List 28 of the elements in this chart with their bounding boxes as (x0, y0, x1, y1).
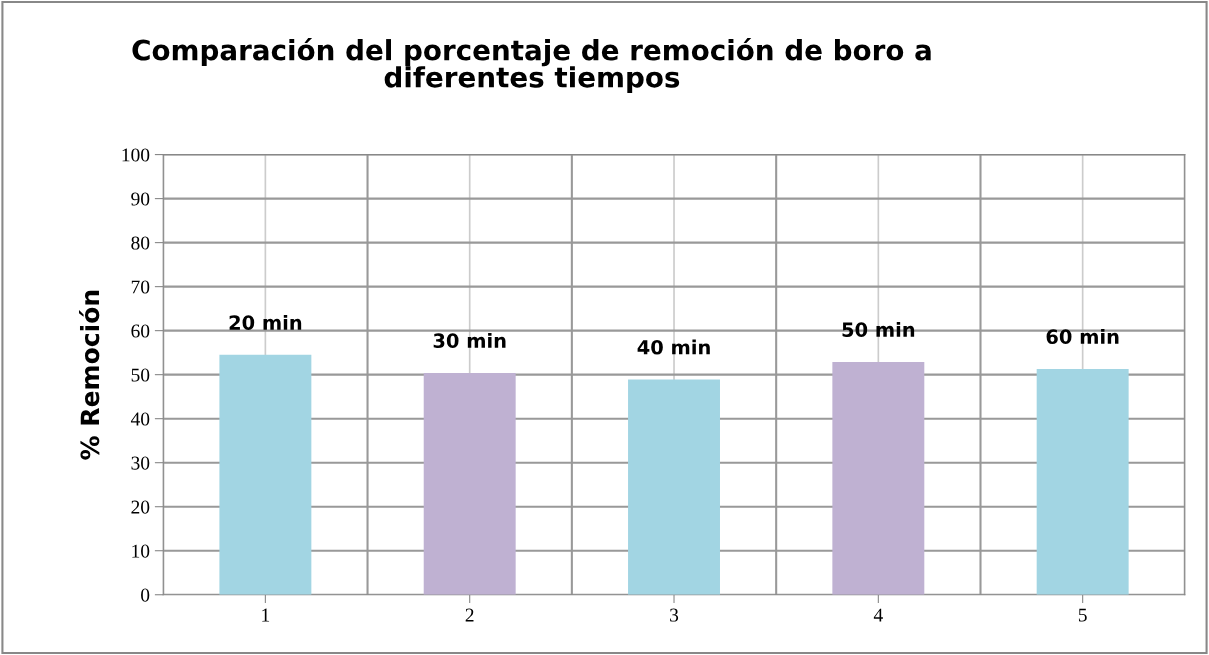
y-tick-label: 10 (132, 544, 150, 558)
y-tick-label: 80 (131, 236, 150, 250)
y-tick-label: 90 (131, 192, 150, 206)
x-tick-label: 1 (262, 608, 270, 622)
y-tick-label: 30 (131, 456, 150, 470)
y-tick-label: 20 (131, 500, 150, 514)
y-tick-label: 50 (131, 368, 150, 382)
bar (423, 372, 516, 595)
y-tick-label: 0 (141, 588, 150, 602)
annotation: 30 min (433, 332, 506, 348)
x-tick-label: 5 (1078, 608, 1087, 622)
y-tick-label: 40 (130, 412, 150, 426)
x-tick-label: 2 (465, 608, 474, 622)
bar (832, 361, 925, 595)
annotation: 40 min (637, 339, 710, 355)
x-tick-label: 3 (670, 608, 679, 622)
bar (1036, 368, 1129, 595)
bar (628, 379, 720, 595)
y-tick-label: 60 (131, 324, 150, 338)
y-tick-label: 100 (122, 148, 150, 162)
x-tick-label: 4 (873, 608, 883, 622)
y-tick-label: 70 (131, 280, 150, 294)
chart-title: Comparación del porcentaje de remoción de boro a diferentes tiempos (132, 37, 931, 94)
annotation: 60 min (1046, 328, 1119, 345)
y-axis-title: % Remoción (78, 290, 100, 460)
annotation: 50 min (842, 321, 915, 337)
bar (219, 354, 312, 595)
annotation: 20 min (229, 314, 302, 330)
